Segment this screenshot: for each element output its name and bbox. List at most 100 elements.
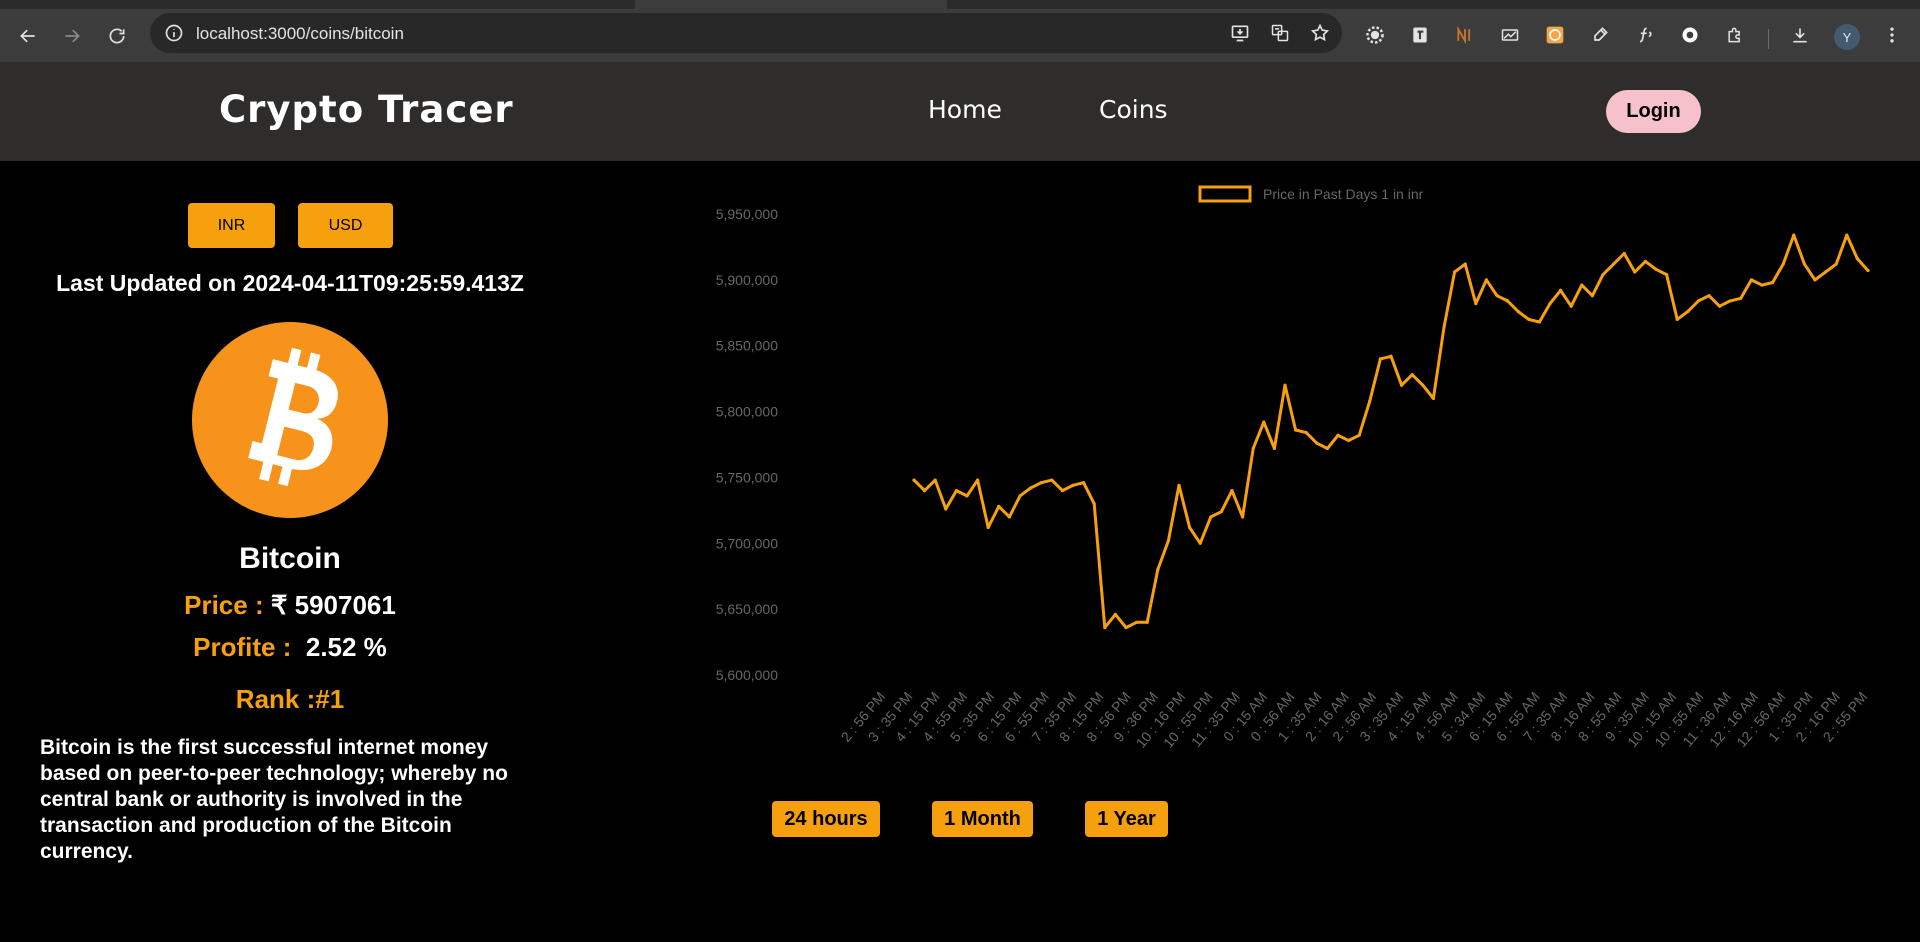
price-chart[interactable]: Price in Past Days 1 in inr 5,600,000 5,65… [690,170,1890,770]
price-series-line[interactable] [912,233,1870,630]
price-point[interactable] [1219,510,1223,514]
settings-gear-extension-icon[interactable] [1363,23,1387,47]
price-point[interactable] [1590,294,1594,298]
forward-icon[interactable] [56,20,88,52]
price-point[interactable] [1103,625,1107,630]
price-point[interactable] [1633,270,1637,274]
price-point[interactable] [954,489,958,493]
price-point[interactable] [1029,486,1033,490]
price-point[interactable] [1718,304,1722,308]
price-point[interactable] [1696,299,1700,303]
price-point[interactable] [1654,267,1658,271]
price-point[interactable] [1241,515,1245,519]
price-point[interactable] [1124,625,1128,630]
extensions-puzzle-icon[interactable] [1723,23,1747,47]
price-point[interactable] [976,478,980,482]
profile-avatar[interactable]: Y [1834,24,1860,50]
download-icon[interactable] [1788,23,1812,47]
price-point[interactable] [944,507,948,511]
range-1-year-button[interactable]: 1 Year [1085,801,1168,837]
url-text[interactable]: localhost:3000/coins/bitcoin [196,24,404,43]
price-point[interactable] [1368,399,1372,403]
price-point[interactable] [1749,278,1753,282]
price-point[interactable] [1188,525,1192,530]
price-point[interactable] [1665,272,1669,277]
price-point[interactable] [1866,268,1870,273]
price-point[interactable] [912,478,916,482]
price-point[interactable] [1495,294,1499,298]
price-point[interactable] [1760,283,1764,287]
eyedropper-extension-icon[interactable] [1588,23,1612,47]
price-point[interactable] [1834,262,1838,266]
price-point[interactable] [1304,431,1308,435]
range-24-hours-button[interactable]: 24 hours [772,801,880,837]
price-point[interactable] [1643,259,1647,264]
function-extension-icon[interactable] [1633,23,1657,47]
active-tab[interactable] [635,0,947,9]
usd-button[interactable]: USD [298,203,393,248]
price-point[interactable] [1824,270,1828,274]
price-point[interactable] [1039,481,1043,485]
price-point[interactable] [1431,396,1435,400]
price-point[interactable] [1548,301,1552,306]
price-point[interactable] [1537,320,1541,324]
price-point[interactable] [933,478,937,482]
screen-capture-extension-icon[interactable] [1498,23,1522,47]
nav-coins-link[interactable]: Coins [1099,95,1168,124]
price-point[interactable] [1135,620,1139,624]
reload-icon[interactable] [101,20,133,52]
bookmark-star-icon[interactable] [1310,23,1330,43]
price-point[interactable] [1294,428,1298,432]
circle-extension-icon[interactable] [1678,23,1702,47]
login-button[interactable]: Login [1606,90,1701,133]
price-point[interactable] [1177,483,1181,487]
price-point[interactable] [1198,541,1202,545]
ni-extension-icon[interactable] [1453,23,1477,47]
price-point[interactable] [1378,357,1382,361]
price-point[interactable] [965,494,969,498]
price-point[interactable] [1484,278,1488,282]
price-point[interactable] [1315,441,1319,445]
price-point[interactable] [1336,433,1340,437]
price-point[interactable] [1474,301,1478,306]
price-point[interactable] [1442,325,1446,329]
price-point[interactable] [1283,383,1287,387]
nav-home-link[interactable]: Home [928,95,1002,124]
price-point[interactable] [1082,481,1086,485]
color-extension-icon[interactable] [1543,23,1567,47]
inr-button[interactable]: INR [188,203,275,248]
price-point[interactable] [1453,270,1457,274]
price-point[interactable] [997,504,1001,509]
price-point[interactable] [1272,446,1276,451]
price-point[interactable] [1410,373,1414,377]
price-point[interactable] [1781,262,1785,266]
price-point[interactable] [986,525,990,530]
price-point[interactable] [1622,251,1626,256]
price-point[interactable] [1325,446,1329,451]
price-point[interactable] [1559,288,1563,292]
price-point[interactable] [1209,515,1213,519]
price-point[interactable] [1601,272,1605,277]
price-point[interactable] [1686,309,1690,314]
address-bar[interactable]: localhost:3000/coins/bitcoin [150,13,1342,53]
brand-logo[interactable]: Crypto Tracer [219,88,514,131]
price-point[interactable] [1145,620,1149,624]
price-point[interactable] [1050,478,1054,482]
price-point[interactable] [1347,438,1351,443]
back-icon[interactable] [12,20,44,52]
price-point[interactable] [1092,502,1096,506]
price-point[interactable] [1113,612,1117,617]
price-point[interactable] [1802,262,1806,266]
price-point[interactable] [1166,539,1170,543]
price-point[interactable] [1813,278,1817,282]
price-point[interactable] [1845,233,1849,237]
install-app-icon[interactable] [1230,23,1250,43]
price-point[interactable] [1516,309,1520,314]
range-1-month-button[interactable]: 1 Month [932,801,1033,837]
price-point[interactable] [1389,354,1393,358]
price-point[interactable] [1463,262,1467,266]
price-point[interactable] [1792,233,1796,237]
price-point[interactable] [1230,489,1234,493]
price-point[interactable] [1707,294,1711,298]
price-point[interactable] [1771,280,1775,285]
